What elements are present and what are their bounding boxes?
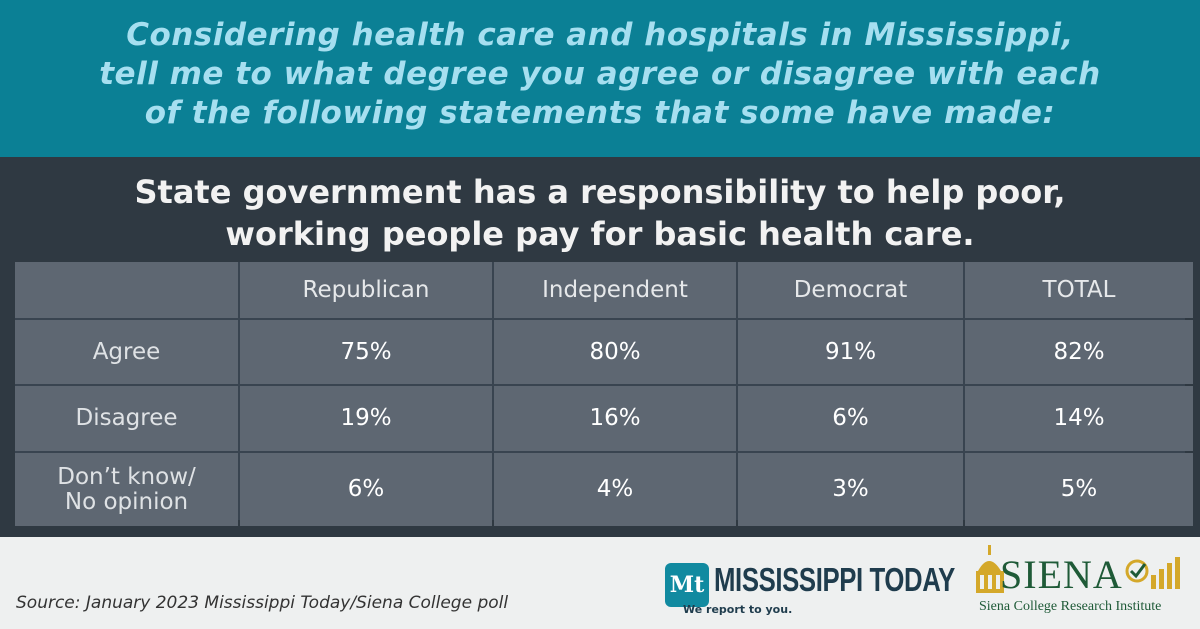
table-cell: 16%: [494, 386, 736, 451]
siena-subtitle: Siena College Research Institute: [979, 599, 1162, 614]
column-header: Independent: [494, 262, 736, 318]
headline-line: working people pay for basic health care…: [225, 215, 975, 253]
table-cell: 3%: [738, 453, 963, 526]
corner-cell: [15, 262, 238, 318]
question-banner: Considering health care and hospitals in…: [0, 0, 1200, 157]
question-line: tell me to what degree you agree or disa…: [99, 56, 1101, 92]
siena-bars: [1125, 557, 1180, 589]
content: State government has a responsibility to…: [0, 157, 1200, 537]
column-header: Democrat: [738, 262, 963, 318]
column-header: TOTAL: [965, 262, 1193, 318]
row-label: Disagree: [15, 386, 238, 451]
question-line: of the following statements that some ha…: [144, 95, 1056, 131]
table-cell: 91%: [738, 320, 963, 384]
headline: State government has a responsibility to…: [0, 171, 1200, 255]
table-cell: 6%: [240, 453, 492, 526]
table-cell: 6%: [738, 386, 963, 451]
table-cell: 80%: [494, 320, 736, 384]
mt-name: MISSISSIPPI TODAY: [714, 561, 955, 598]
row-label-line: No opinion: [64, 488, 189, 515]
table: Republican Independent Democrat TOTAL Agree 7…: [15, 262, 1193, 526]
row-label-line: Don’t know/: [57, 463, 196, 490]
siena-name: SIENA: [1000, 552, 1123, 597]
row-label: Agree: [15, 320, 238, 384]
table-cell: 82%: [965, 320, 1193, 384]
source: Source: January 2023 Mississippi Today/S…: [16, 593, 509, 613]
row-label-line: Agree: [92, 338, 161, 365]
row-label: Don’t know/No opinion: [15, 453, 238, 526]
table-cell: 14%: [965, 386, 1193, 451]
column-header: Republican: [240, 262, 492, 318]
question-line: Considering health care and hospitals in…: [126, 17, 1074, 53]
table-cell: 19%: [240, 386, 492, 451]
mt-icon: Mt: [665, 563, 709, 607]
row-label-line: Disagree: [75, 405, 178, 431]
table-cell: 5%: [965, 453, 1193, 526]
table-cell: 4%: [494, 453, 736, 526]
siena-dome: [976, 545, 1004, 593]
table-cell: 75%: [240, 320, 492, 384]
mt-tagline: We report to you.: [683, 603, 793, 616]
headline-line: State government has a responsibility to…: [134, 173, 1066, 211]
footer: Source: January 2023 Mississippi Today/S…: [0, 537, 1200, 629]
